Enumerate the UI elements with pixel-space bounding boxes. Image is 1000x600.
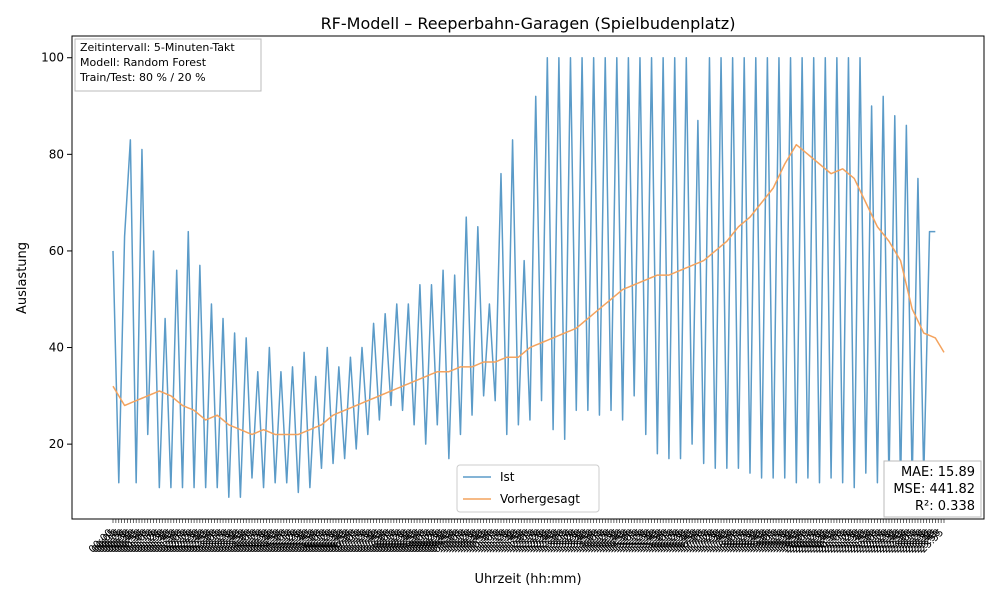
y-tick-label: 20 (49, 437, 64, 451)
y-tick-label: 60 (49, 244, 64, 258)
y-tick-label: 40 (49, 341, 64, 355)
metrics-box-frame (883, 460, 982, 518)
legend: Ist Vorhergesagt (456, 464, 600, 513)
legend-frame (456, 464, 600, 513)
metric-r2: R²: 0.338 (915, 499, 975, 514)
legend-label-ist: Ist (500, 470, 515, 484)
y-axis-label: Auslastung (15, 242, 30, 314)
series-layer (112, 56, 945, 499)
info-box-frame (74, 38, 262, 92)
metric-mse: MSE: 441.82 (893, 482, 975, 497)
series-line-ist (112, 56, 936, 499)
chart-title: RF-Modell – Reeperbahn-Garagen (Spielbud… (321, 14, 736, 33)
metric-mae: MAE: 15.89 (901, 465, 975, 480)
info-box-line-2: Modell: Random Forest (80, 56, 207, 69)
x-axis: 00:0000:0500:1000:1500:2000:2500:3000:35… (87, 519, 946, 556)
metrics-box: MAE: 15.89 MSE: 441.82 R²: 0.338 (883, 460, 982, 518)
info-box: Zeitintervall: 5-Minuten-Takt Modell: Ra… (74, 38, 262, 92)
legend-label-vorhergesagt: Vorhergesagt (500, 492, 580, 506)
series-line-vorhergesagt (112, 143, 945, 436)
y-tick-label: 100 (41, 51, 64, 65)
x-axis-label: Uhrzeit (hh:mm) (474, 572, 581, 587)
info-box-line-3: Train/Test: 80 % / 20 % (79, 71, 206, 84)
y-axis: 20 40 60 80 100 (41, 51, 72, 451)
plot-area: 20 40 60 80 100 00:0000:0500:1000:1500:2000:… (41, 35, 985, 556)
y-tick-label: 80 (49, 147, 64, 161)
info-box-line-1: Zeitintervall: 5-Minuten-Takt (80, 41, 235, 54)
